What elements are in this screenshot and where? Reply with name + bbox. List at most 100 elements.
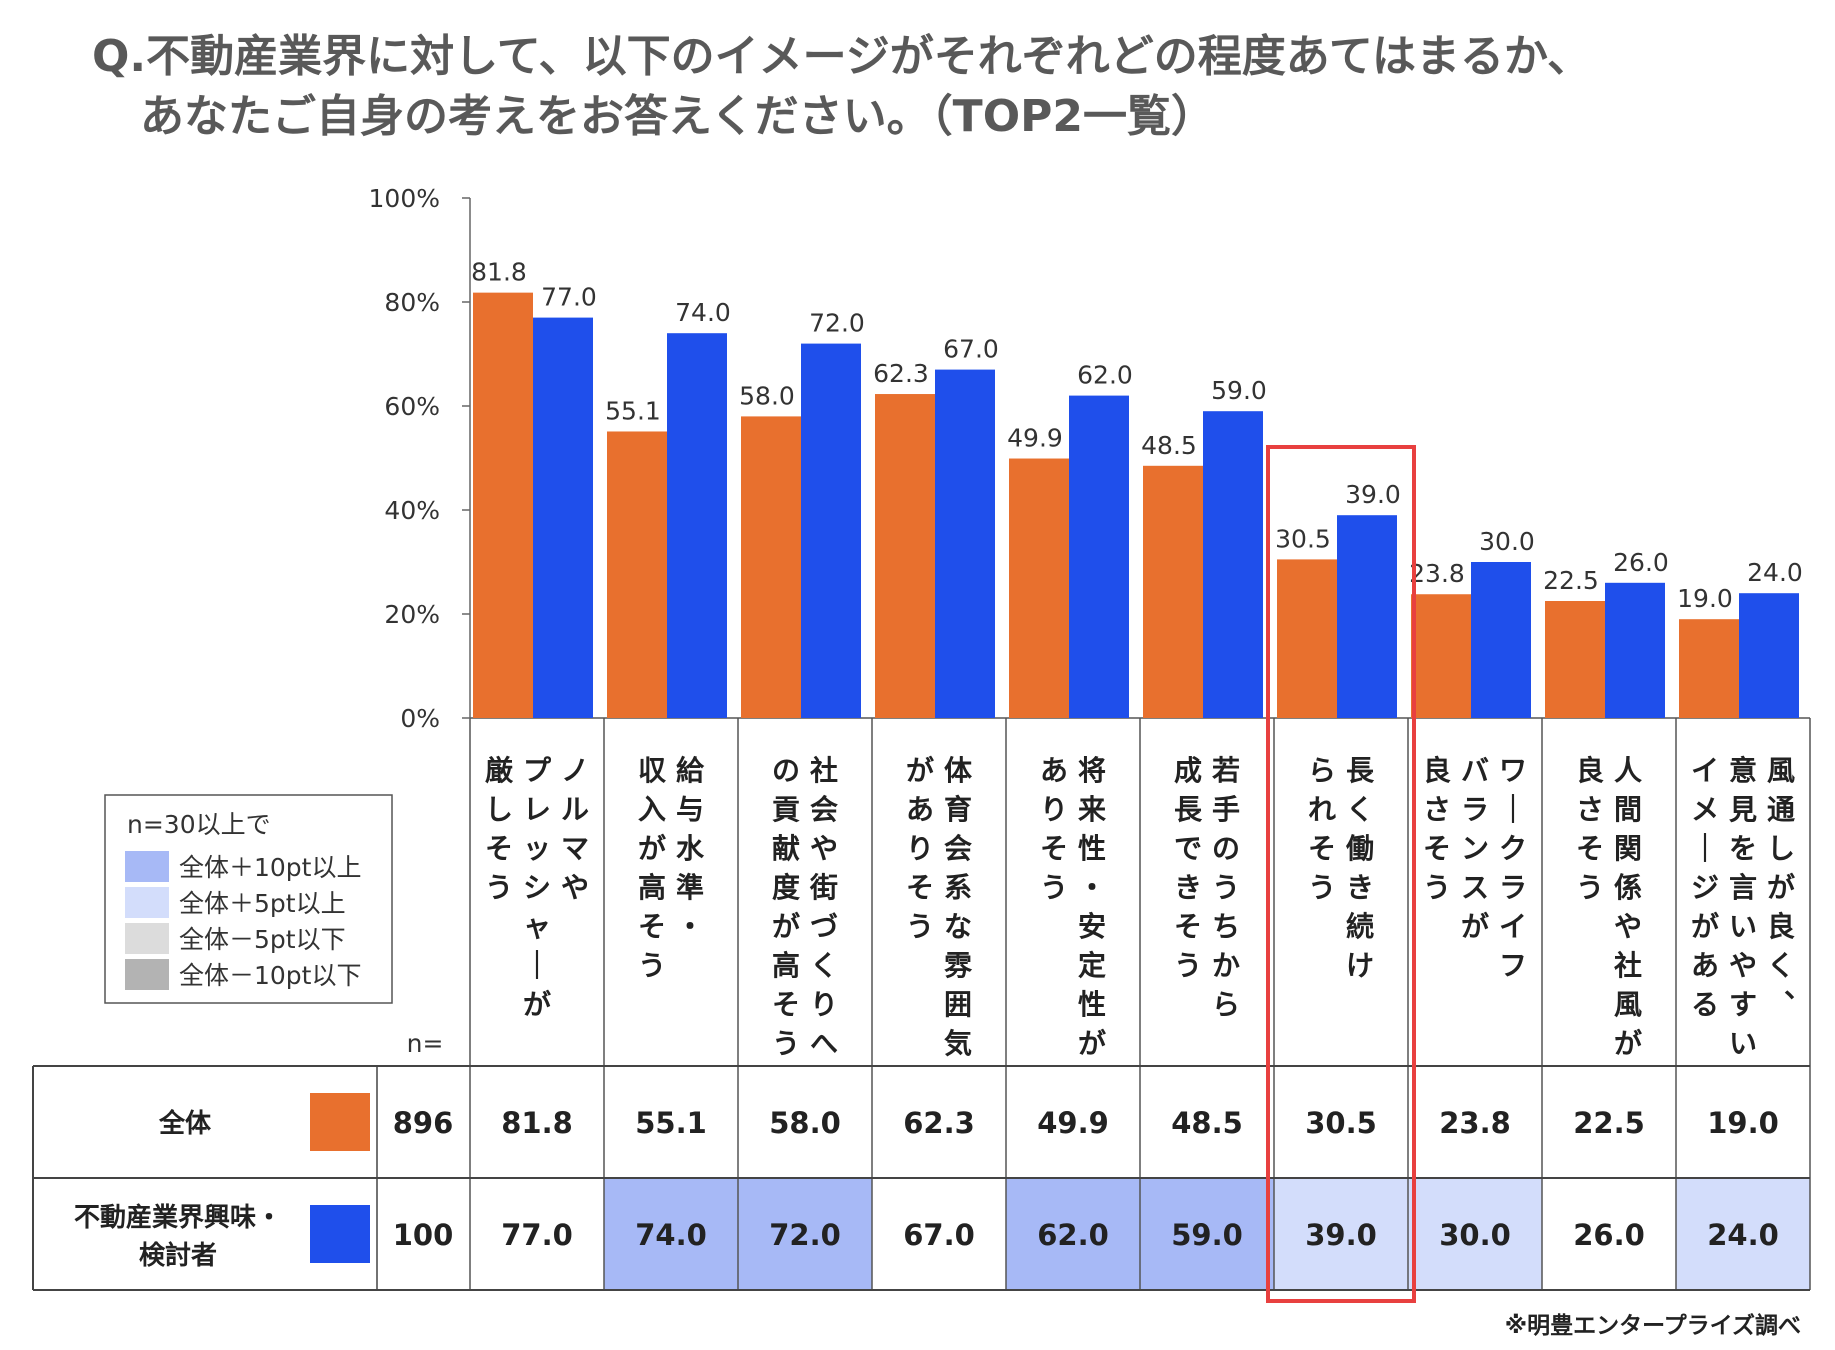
value-label: 19.0 bbox=[1677, 584, 1733, 613]
category-label-char: レ bbox=[523, 793, 551, 826]
legend-swatch bbox=[125, 851, 169, 882]
category-label-char: へ bbox=[810, 1027, 838, 1060]
category-label-char: 囲 bbox=[944, 988, 972, 1021]
value-label: 77.0 bbox=[541, 283, 597, 312]
category-label-char: 係 bbox=[1614, 871, 1642, 904]
category-label-char: い bbox=[1729, 910, 1757, 943]
category-label-char: バ bbox=[1461, 754, 1489, 787]
category-label-char: ラ bbox=[1499, 871, 1527, 904]
category-label-char: そ bbox=[638, 910, 666, 943]
category-label-char: 会 bbox=[944, 832, 972, 865]
bar-overall-7 bbox=[1411, 594, 1471, 718]
category-label-char: や bbox=[1614, 910, 1642, 943]
category-label-char: が bbox=[1691, 910, 1719, 943]
table-value-cell: 22.5 bbox=[1573, 1106, 1645, 1140]
category-label-char: 体 bbox=[944, 754, 973, 787]
category-label-char: マ bbox=[561, 832, 589, 865]
table-value-cell: 81.8 bbox=[501, 1106, 573, 1140]
value-label: 49.9 bbox=[1007, 424, 1063, 453]
category-label-char: う bbox=[1423, 871, 1451, 904]
category-label-char: 風 bbox=[1614, 988, 1642, 1021]
value-label: 67.0 bbox=[943, 335, 999, 364]
y-tick-label: 80% bbox=[384, 288, 440, 317]
value-label: 24.0 bbox=[1747, 558, 1803, 587]
category-label-char: さ bbox=[1576, 793, 1604, 826]
category-label-char: 長 bbox=[1174, 793, 1203, 826]
bar-interested-1 bbox=[667, 333, 727, 718]
category-label-char: 手 bbox=[1212, 793, 1240, 826]
category-label-char: 良 bbox=[1767, 910, 1795, 943]
category-label-char: 若 bbox=[1212, 754, 1240, 787]
bar-overall-4 bbox=[1009, 458, 1069, 718]
table-value-cell: 77.0 bbox=[501, 1218, 573, 1252]
category-label-char: が bbox=[1078, 1027, 1106, 1060]
chart-title-line-2: あなたご自身の考えをお答えください。（TOP2一覧） bbox=[140, 91, 1215, 142]
category-label-char: 高 bbox=[638, 871, 666, 904]
category-label-char: 社 bbox=[1614, 949, 1642, 982]
category-label-char: 育 bbox=[944, 793, 972, 826]
category-label-char: で bbox=[1174, 832, 1202, 865]
category-label-char: 来 bbox=[1078, 793, 1106, 826]
table-value-cell: 30.5 bbox=[1305, 1106, 1377, 1140]
table-cell-highlight bbox=[1006, 1178, 1140, 1290]
category-label-char: う bbox=[485, 871, 513, 904]
table-value-cell: 59.0 bbox=[1171, 1218, 1243, 1252]
bar-overall-1 bbox=[607, 431, 667, 718]
category-label-char: そ bbox=[1576, 832, 1604, 865]
table-value-cell: 58.0 bbox=[769, 1106, 841, 1140]
table-value-cell: 24.0 bbox=[1707, 1218, 1779, 1252]
category-label-char: 働 bbox=[1345, 832, 1374, 865]
category-label-char: ラ bbox=[1461, 793, 1489, 826]
legend: n=30以上で全体＋10pt以上全体＋5pt以上全体－5pt以下全体－10pt以… bbox=[104, 794, 393, 1004]
value-label: 55.1 bbox=[605, 396, 661, 425]
category-label-char: や bbox=[810, 832, 838, 865]
category-label-char: う bbox=[1040, 871, 1068, 904]
bars bbox=[473, 292, 1799, 718]
category-label-char: あ bbox=[1040, 754, 1068, 787]
category-label-char: い bbox=[1729, 1027, 1757, 1060]
category-label-char: き bbox=[1346, 871, 1374, 904]
value-label: 23.8 bbox=[1409, 559, 1465, 588]
category-label-char: 系 bbox=[944, 871, 972, 904]
highlight-box bbox=[1266, 445, 1416, 1303]
row-label: 全体 bbox=[158, 1108, 212, 1139]
category-label-char: 貢 bbox=[772, 793, 800, 826]
category-label-char: ジ bbox=[1691, 871, 1719, 904]
bar-interested-9 bbox=[1739, 593, 1799, 718]
category-label-char: ッ bbox=[523, 832, 551, 865]
table-value-cell: 26.0 bbox=[1573, 1218, 1645, 1252]
value-label: 74.0 bbox=[675, 298, 731, 327]
bar-interested-8 bbox=[1605, 582, 1665, 718]
category-label-char: 水 bbox=[676, 832, 705, 865]
legend-swatch bbox=[125, 959, 169, 990]
legend-swatch bbox=[125, 887, 169, 918]
category-label-char: 関 bbox=[1614, 832, 1642, 865]
value-label: 81.8 bbox=[471, 258, 527, 287]
category-label-char: 気 bbox=[944, 1027, 972, 1060]
category-label-char: く bbox=[1346, 793, 1374, 826]
category-label-char: の bbox=[772, 754, 800, 787]
category-label-char: ・ bbox=[676, 910, 704, 943]
category-label-char: し bbox=[1767, 832, 1795, 865]
category-label-char: そ bbox=[1423, 832, 1451, 865]
category-label-char: そ bbox=[772, 988, 800, 1021]
category-label-char: 準 bbox=[676, 871, 704, 904]
category-label-char: ｜ bbox=[523, 949, 551, 982]
value-labels: 81.8 55.1 58.0 62.3 49.9 48.5 30.5 23.8 22.5 19.0… bbox=[471, 258, 1803, 614]
table-value-cell: 55.1 bbox=[635, 1106, 707, 1140]
category-label-char: ン bbox=[1461, 832, 1489, 865]
category-label-char: 良 bbox=[1576, 754, 1604, 787]
category-label-char: 社 bbox=[810, 754, 838, 787]
row-label-line: 不動産業界興味・ bbox=[74, 1202, 282, 1233]
bar-interested-2 bbox=[801, 343, 861, 718]
category-label-char: り bbox=[1040, 793, 1068, 826]
category-label-char: ち bbox=[1212, 910, 1240, 943]
category-label-char: が bbox=[906, 754, 934, 787]
category-label-char: ル bbox=[561, 793, 589, 826]
category-label-char: り bbox=[810, 988, 838, 1021]
table-value-cell: 62.3 bbox=[903, 1106, 975, 1140]
category-label-char: う bbox=[1308, 871, 1336, 904]
category-label-char: し bbox=[485, 793, 513, 826]
category-label-char: ｜ bbox=[1691, 832, 1719, 865]
category-label-char: う bbox=[638, 949, 666, 982]
